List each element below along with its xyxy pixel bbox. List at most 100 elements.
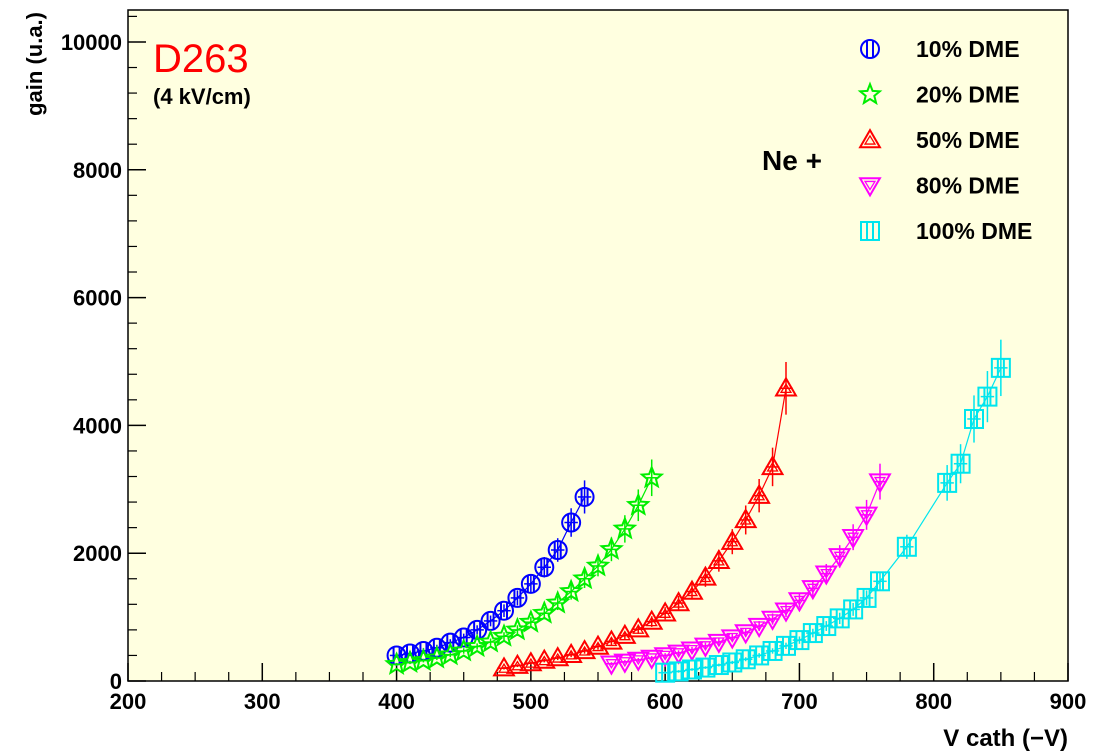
data-point [816, 616, 837, 637]
data-point [760, 610, 785, 631]
data-point [950, 453, 971, 474]
data-point [693, 565, 718, 586]
data-point [384, 651, 409, 676]
legend-entry: 100% DME [860, 218, 1032, 244]
data-point [802, 623, 823, 644]
data-point [492, 656, 516, 677]
legend-label: 20% DME [916, 82, 1020, 108]
legend-marker [860, 39, 880, 59]
data-point [561, 512, 582, 533]
data-point [547, 539, 568, 560]
data-point [655, 662, 676, 683]
data-point [722, 652, 743, 673]
data-point [599, 655, 624, 676]
data-point [707, 633, 731, 654]
data-point [868, 473, 892, 494]
data-point [854, 506, 879, 527]
data-point [626, 651, 650, 672]
x-axis-label: V cath (−V) [943, 725, 1068, 752]
data-point [680, 579, 704, 600]
data-point [695, 657, 716, 678]
legend-entry: 80% DME [858, 173, 1020, 199]
series-4 [599, 463, 892, 676]
data-point [747, 617, 771, 638]
y-tick-label: 0 [110, 669, 122, 694]
data-point [707, 548, 731, 570]
data-point [666, 644, 691, 665]
chart-subtitle: (4 kV/cm) [153, 84, 251, 109]
data-point [856, 587, 877, 608]
data-point [762, 640, 783, 661]
data-point [653, 647, 677, 668]
data-point [546, 646, 570, 667]
y-axis-label: gain (u.a.) [22, 12, 47, 116]
data-point [937, 472, 958, 493]
axes: 200 300 400 500 600 700 800 900 0 2000 4000 6000 800… [61, 15, 1086, 714]
series-2 [384, 459, 665, 676]
legend-marker [860, 221, 880, 241]
data-point [572, 565, 597, 590]
legend-label: 80% DME [916, 173, 1020, 199]
data-point [789, 630, 810, 651]
data-point [720, 629, 744, 650]
data-point [680, 641, 704, 662]
data-point [747, 483, 771, 504]
data-point [559, 642, 583, 663]
legend-label: 100% DME [916, 218, 1032, 244]
legend-marker [858, 177, 882, 198]
data-point [776, 635, 796, 656]
series-5 [655, 339, 1011, 683]
data-point [519, 651, 543, 672]
data-point [828, 548, 852, 569]
data-point [977, 386, 998, 407]
x-tick-label: 400 [378, 689, 415, 714]
data-point [397, 649, 423, 673]
data-point [507, 587, 528, 608]
data-point [843, 599, 864, 620]
x-tick-label: 600 [647, 689, 684, 714]
data-point [612, 515, 638, 540]
data-point [870, 571, 890, 592]
plot-area [127, 9, 1069, 682]
y-tick-label: 10000 [61, 30, 122, 55]
data-point [666, 591, 691, 612]
y-tick-label: 2000 [73, 541, 122, 566]
data-point [990, 357, 1011, 378]
chart-title: D263 [153, 37, 249, 81]
data-point [787, 592, 812, 613]
series-3 [492, 361, 798, 677]
legend-prefix: Ne + [762, 145, 822, 176]
data-point [682, 659, 702, 680]
data-point [814, 565, 838, 586]
legend-entry: 10% DME [860, 36, 1020, 62]
data-point [640, 649, 664, 670]
data-point [574, 486, 595, 507]
data-point [491, 623, 517, 647]
legend-marker [857, 81, 883, 106]
data-point [599, 536, 624, 560]
data-layer [384, 339, 1011, 683]
data-point [964, 408, 984, 429]
data-point [478, 628, 503, 653]
legend-label: 10% DME [916, 36, 1020, 62]
data-point [801, 580, 825, 601]
data-point [693, 637, 718, 658]
y-tick-label: 8000 [73, 158, 122, 183]
x-tick-label: 700 [781, 689, 818, 714]
y-tick-label: 4000 [73, 413, 122, 438]
data-point [532, 648, 556, 669]
legend: 10% DME 20% DME 50% DME 80% DME 100% DME [857, 36, 1032, 244]
x-tick-label: 200 [110, 689, 147, 714]
data-point [749, 645, 770, 666]
data-point [625, 492, 651, 516]
data-point [585, 552, 611, 577]
data-point [613, 653, 637, 674]
data-point [774, 376, 798, 397]
data-point [653, 601, 677, 622]
data-point [534, 557, 555, 578]
x-tick-label: 800 [915, 689, 952, 714]
y-tick-label: 6000 [73, 286, 122, 311]
data-point [734, 624, 758, 645]
legend-marker [858, 128, 882, 149]
data-point [520, 573, 541, 594]
